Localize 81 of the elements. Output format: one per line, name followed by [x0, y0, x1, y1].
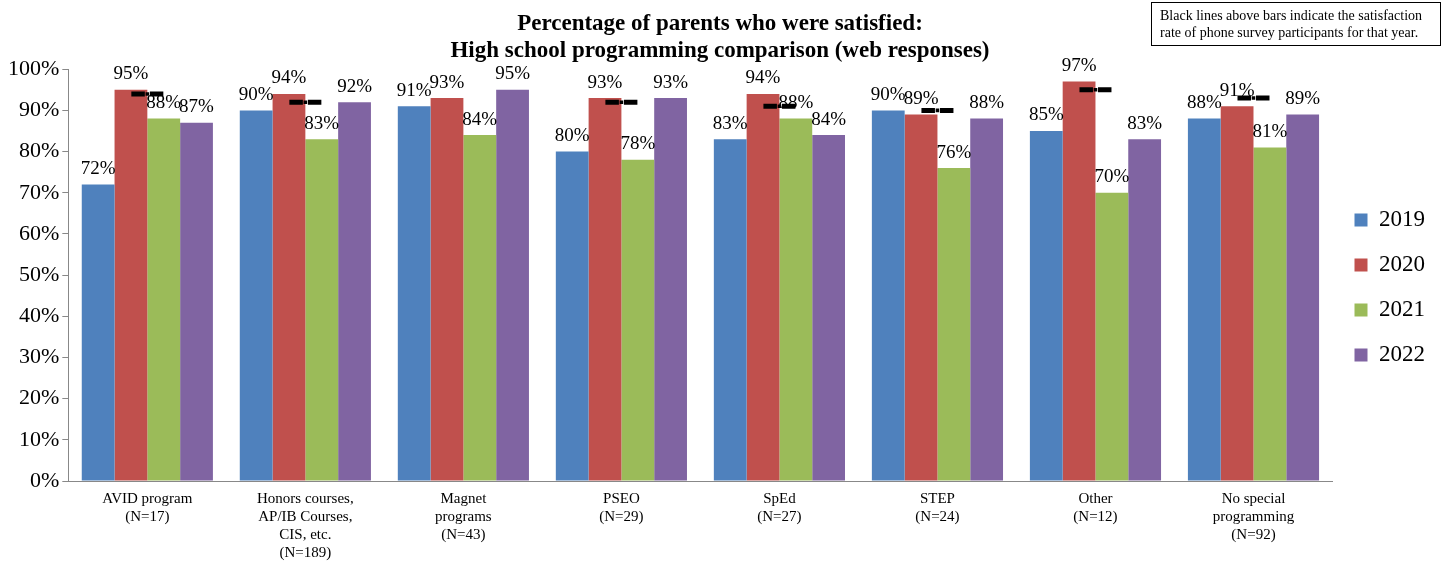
bar [1187, 118, 1221, 481]
bar [654, 98, 687, 481]
bar [496, 89, 529, 481]
legend-label: 2019 [1379, 206, 1425, 232]
x-tick-label: Other (N=12) [1073, 489, 1118, 525]
point [303, 100, 308, 104]
y-tick-label: 20% [19, 384, 60, 410]
bar [180, 122, 213, 481]
data-label: 88% [969, 91, 1005, 113]
bar [430, 98, 464, 481]
y-tick-label: 90% [19, 96, 60, 122]
x-tick-label: PSEO (N=29) [599, 489, 644, 525]
data-label: 72% [80, 156, 116, 178]
bar [338, 102, 371, 481]
data-label: 84% [811, 107, 847, 129]
y-tick-label: 0% [30, 466, 60, 492]
bar [713, 139, 747, 481]
data-label: 97% [1061, 54, 1097, 76]
bar [1286, 114, 1320, 481]
bar [1220, 106, 1254, 481]
x-tick-label: Magnet programs (N=43) [435, 489, 492, 543]
point [619, 100, 624, 104]
x-tick-label: AVID program (N=17) [102, 489, 193, 525]
bar [239, 110, 273, 481]
data-label: 80% [554, 124, 590, 146]
data-label: 94% [745, 66, 781, 88]
data-label: 70% [1094, 165, 1130, 187]
y-tick-label: 80% [19, 137, 60, 163]
bar [779, 118, 813, 481]
data-label: 89% [1285, 86, 1321, 108]
point [1093, 88, 1098, 92]
y-tick-label: 100% [8, 54, 60, 80]
legend-label: 2022 [1379, 341, 1425, 367]
data-label: 83% [304, 111, 340, 133]
data-label: 88% [1186, 91, 1222, 113]
bar [812, 135, 845, 481]
bar [1029, 130, 1063, 481]
y-tick-label: 50% [19, 260, 60, 286]
data-label: 91% [1219, 78, 1255, 100]
data-label: 95% [495, 62, 531, 84]
data-label: 90% [238, 82, 274, 104]
data-label: 84% [462, 107, 498, 129]
bar [1095, 192, 1129, 481]
point [1251, 96, 1256, 100]
x-tick-label: No special programming (N=92) [1212, 489, 1295, 543]
text: Black lines above bars indicate the satisfaction rate of phone survey participants for that year. [1151, 2, 1441, 46]
y-tick-label: 70% [19, 178, 60, 204]
chart-title: Percentage of parents who were satisfied: High school programming comparison (web responses) [450, 9, 990, 63]
y-tick-label: 40% [19, 302, 60, 328]
data-label: 89% [903, 86, 939, 108]
bar [1253, 147, 1287, 481]
y-tick-label: 30% [19, 343, 60, 369]
data-label: 76% [936, 140, 972, 162]
bar [970, 118, 1004, 481]
data-label: 93% [587, 70, 623, 92]
x-tick-label: Honors courses, AP/IB Courses, CIS, etc. (N=189) [257, 489, 354, 561]
data-label: 83% [1127, 111, 1163, 133]
bar [621, 159, 655, 481]
data-label: 93% [653, 70, 689, 92]
bar [937, 168, 971, 481]
bar [555, 151, 589, 481]
bar [1128, 139, 1162, 481]
data-label: 83% [712, 111, 748, 133]
data-label: 95% [113, 62, 149, 84]
bar [463, 135, 497, 481]
legend-label: 2021 [1379, 296, 1425, 322]
x-tick-label: STEP (N=24) [915, 489, 960, 525]
legend-label: 2020 [1379, 251, 1425, 277]
bar [81, 184, 115, 481]
data-label: 85% [1028, 103, 1064, 125]
bar [305, 139, 339, 481]
y-tick-label: 60% [19, 219, 60, 245]
data-label: 81% [1252, 119, 1288, 141]
y-tick-label: 10% [19, 425, 60, 451]
bar [147, 118, 181, 481]
data-label: 92% [337, 74, 373, 96]
bar [397, 106, 431, 481]
data-label: 78% [620, 132, 656, 154]
bar [871, 110, 905, 481]
x-tick-label: SpEd (N=27) [757, 489, 802, 525]
data-label: 94% [271, 66, 307, 88]
